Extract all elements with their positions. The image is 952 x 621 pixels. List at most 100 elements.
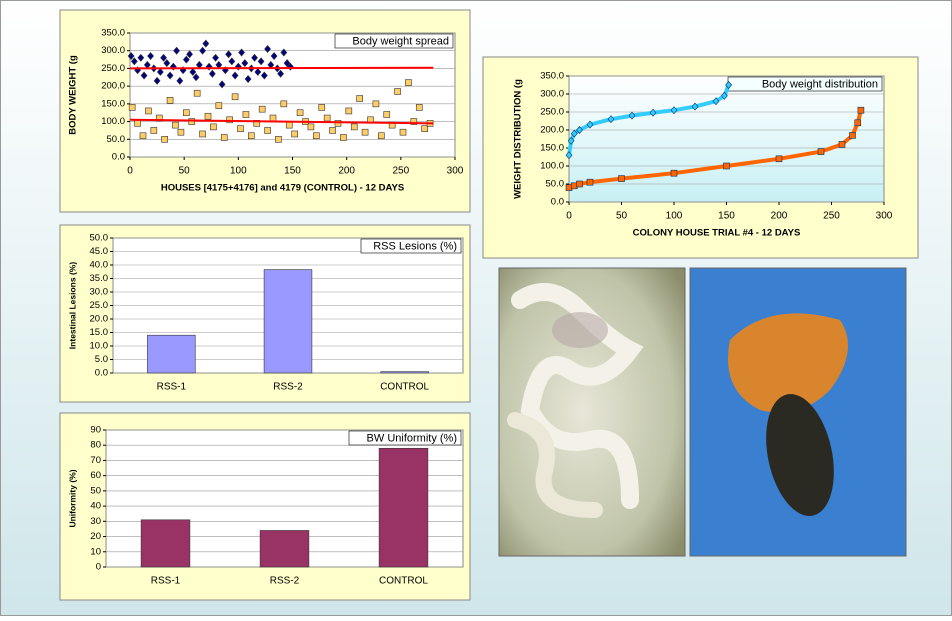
data-point (857, 106, 865, 114)
data-point (130, 57, 138, 66)
x-tick-label: 0 (127, 166, 133, 177)
data-point (208, 69, 216, 78)
data-point (410, 118, 418, 125)
x-tick-label: CONTROL (379, 576, 428, 587)
data-point (134, 120, 141, 127)
x-tick-label: 200 (338, 166, 355, 177)
bar (140, 519, 191, 568)
x-tick-label: 250 (392, 166, 409, 177)
data-point (399, 128, 407, 136)
data-point (586, 120, 594, 129)
y-tick-label: 70 (90, 455, 101, 466)
x-tick-label: 0 (566, 211, 572, 222)
data-point (182, 55, 190, 64)
data-point (147, 52, 154, 60)
data-point (150, 127, 158, 134)
data-point (296, 109, 304, 117)
data-point (285, 121, 293, 129)
bar (259, 530, 310, 568)
data-point (248, 132, 255, 140)
photo-intestines (498, 267, 686, 557)
y-tick-label: 20 (90, 531, 101, 542)
y-tick-label: 200.0 (540, 125, 564, 136)
data-point (176, 76, 184, 85)
x-tick-label: 50 (179, 166, 191, 177)
data-point (291, 130, 298, 138)
data-point (251, 53, 258, 62)
chart: 0 10 20 30 40 50 60 70 80 90 Uniformity (%) BW Unif… (59, 412, 471, 601)
data-point (231, 71, 239, 80)
y-tick-label: 150.0 (540, 143, 564, 154)
title-box (348, 430, 462, 446)
data-point (242, 111, 250, 118)
x-tick-label: 150 (718, 211, 735, 222)
data-point (140, 71, 148, 80)
data-point (817, 148, 825, 155)
data-point (199, 130, 206, 138)
data-point (220, 134, 228, 141)
data-point (649, 108, 657, 117)
y-axis-label: BODY WEIGHT (g (68, 55, 79, 135)
title-box (360, 238, 462, 254)
data-point (128, 104, 136, 111)
data-point (193, 89, 201, 97)
chart: 0.0 5.0 10.0 15.0 20.0 25.0 30.0 35.0 40.0 45.0 50… (59, 224, 471, 403)
data-point (849, 132, 856, 139)
data-point (192, 73, 200, 82)
y-tick-label: 250.0 (540, 107, 564, 118)
chart-title: BW Uniformity (%) (367, 432, 457, 444)
data-point (421, 125, 428, 132)
trend-line (129, 66, 434, 70)
data-point (345, 107, 353, 115)
y-axis-label: WEIGHT DISTRIBUTION (g (513, 79, 524, 199)
data-point (225, 50, 232, 59)
y-tick-label: 90 (90, 425, 101, 436)
data-point (264, 127, 271, 134)
x-tick-label: 50 (616, 211, 628, 222)
y-tick-label: 350.0 (540, 71, 564, 82)
data-point (383, 111, 391, 118)
data-point (275, 135, 282, 143)
y-tick-label: 350.0 (101, 28, 125, 39)
data-point (139, 132, 147, 140)
data-point (258, 105, 266, 113)
x-tick-label: 300 (447, 166, 464, 177)
y-tick-label: 200.0 (101, 81, 125, 92)
chart: 0.0 50.0 100.0 150.0 200.0 250.0 300.0 350.0 0 50… (59, 9, 471, 213)
y-axis-label: Intestinal Lesions (%) (67, 262, 77, 350)
data-point (254, 68, 262, 76)
photo-organ (689, 267, 907, 557)
data-point (670, 169, 678, 177)
y-tick-label: 0.0 (551, 197, 564, 208)
data-point (244, 75, 252, 84)
x-tick-label: 100 (230, 166, 247, 177)
y-tick-label: 150.0 (101, 98, 125, 109)
bar (147, 334, 196, 374)
data-point (691, 102, 699, 111)
data-point (628, 111, 636, 120)
y-tick-label: 10.0 (90, 341, 109, 352)
data-point (260, 71, 268, 80)
y-tick-label: 50.0 (90, 233, 109, 244)
data-point (231, 93, 239, 101)
data-point (576, 180, 583, 188)
data-point (394, 88, 401, 95)
y-tick-label: 80 (90, 440, 101, 451)
data-point (161, 135, 168, 143)
x-tick-label: 150 (284, 166, 301, 177)
y-tick-label: 300.0 (101, 45, 125, 56)
y-tick-label: 100.0 (540, 161, 564, 172)
data-point (405, 79, 412, 86)
data-point (172, 121, 179, 129)
y-tick-label: 30 (90, 516, 101, 527)
data-point (226, 116, 233, 124)
data-point (854, 119, 862, 127)
y-tick-label: 45.0 (90, 246, 109, 257)
data-point (204, 112, 212, 120)
chart: 0.0 50.0 100.0 150.0 200.0 250.0 300.0 350.0 0 50… (482, 56, 919, 259)
data-point (257, 57, 265, 66)
y-tick-label: 250.0 (101, 63, 125, 74)
data-point (307, 123, 315, 131)
data-point (721, 91, 728, 100)
